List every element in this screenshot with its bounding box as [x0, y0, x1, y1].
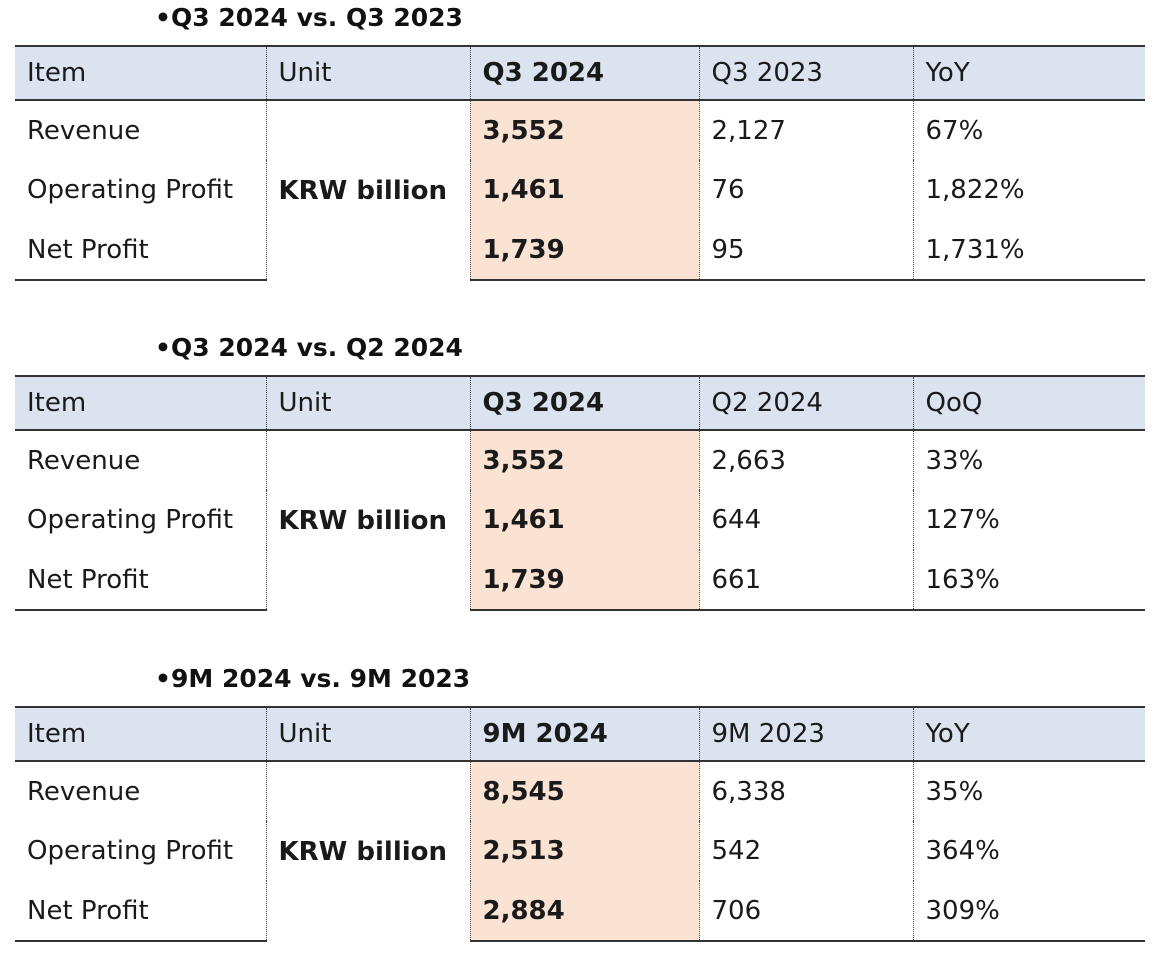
- previous-value: 644: [698, 490, 913, 550]
- previous-value: 661: [698, 550, 913, 611]
- header-unit: Unit: [265, 706, 470, 762]
- table-row: Revenue KRW billion 3,552 2,663 33%: [15, 430, 1145, 610]
- row-item: Revenue: [27, 776, 141, 807]
- section-title: •9M 2024 vs. 9M 2023: [155, 661, 470, 697]
- header-item: Item: [15, 706, 266, 762]
- section-title: •Q3 2024 vs. Q2 2024: [155, 330, 463, 366]
- section-title: •Q3 2024 vs. Q3 2023: [155, 0, 463, 36]
- bullet-icon: •: [155, 3, 171, 32]
- change-value: 35%: [912, 761, 1145, 821]
- table-row: Operating Profit 1,461 644 127%: [15, 490, 1145, 550]
- section-title-text: Q3 2024 vs. Q3 2023: [170, 3, 463, 32]
- current-value: 2,513: [469, 821, 699, 881]
- current-value: 8,545: [469, 761, 699, 821]
- header-item: Item: [15, 375, 266, 431]
- row-item: Revenue: [27, 115, 141, 146]
- previous-value: 2,127: [698, 100, 913, 160]
- current-value: 1,461: [469, 490, 699, 550]
- previous-value: 542: [698, 821, 913, 881]
- current-value: 3,552: [469, 100, 699, 160]
- table-header-row: Item Unit 9M 2024 9M 2023 YoY: [15, 706, 1145, 762]
- financial-table: Item Unit 9M 2024 9M 2023 YoY Revenue KR…: [15, 706, 1145, 942]
- change-value: 163%: [912, 550, 1145, 611]
- bullet-icon: •: [155, 333, 171, 362]
- previous-value: 6,338: [698, 761, 913, 821]
- row-item: Net Profit: [15, 550, 266, 611]
- header-change: YoY: [912, 45, 1145, 101]
- row-item: Operating Profit: [27, 505, 234, 535]
- row-item: Operating Profit: [27, 175, 234, 205]
- change-value: 1,731%: [912, 220, 1145, 281]
- table-row: Operating Profit 2,513 542 364%: [15, 821, 1145, 881]
- row-item: Net Profit: [15, 881, 266, 942]
- previous-value: 95: [698, 220, 913, 281]
- change-value: 67%: [912, 100, 1145, 160]
- row-item: Net Profit: [15, 220, 266, 281]
- unit-cell: KRW billion: [265, 761, 470, 941]
- financial-table: Item Unit Q3 2024 Q2 2024 QoQ Revenue KR…: [15, 375, 1145, 611]
- section-title-text: Q3 2024 vs. Q2 2024: [170, 333, 463, 362]
- header-previous-period: Q3 2023: [698, 45, 913, 101]
- change-value: 364%: [912, 821, 1145, 881]
- header-current-period: 9M 2024: [469, 706, 699, 762]
- current-value: 1,461: [469, 160, 699, 220]
- table-row: Revenue KRW billion 3,552 2,127 67%: [15, 100, 1145, 280]
- current-value: 3,552: [469, 430, 699, 490]
- header-change: YoY: [912, 706, 1145, 762]
- change-value: 33%: [912, 430, 1145, 490]
- current-value: 1,739: [469, 220, 699, 281]
- table-header-row: Item Unit Q3 2024 Q3 2023 YoY: [15, 45, 1145, 101]
- header-previous-period: 9M 2023: [698, 706, 913, 762]
- table-row: Revenue KRW billion 8,545 6,338 35%: [15, 761, 1145, 941]
- unit-cell: KRW billion: [265, 430, 470, 610]
- previous-value: 76: [698, 160, 913, 220]
- header-unit: Unit: [265, 375, 470, 431]
- change-value: 127%: [912, 490, 1145, 550]
- header-current-period: Q3 2024: [469, 45, 699, 101]
- section-title-text: 9M 2024 vs. 9M 2023: [170, 664, 471, 693]
- table-row: Net Profit 1,739 661 163%: [15, 550, 1145, 611]
- table-row: Net Profit 2,884 706 309%: [15, 881, 1145, 942]
- current-value: 2,884: [469, 881, 699, 942]
- table-header-row: Item Unit Q3 2024 Q2 2024 QoQ: [15, 375, 1145, 431]
- row-item: Revenue: [27, 445, 141, 476]
- previous-value: 706: [698, 881, 913, 942]
- financial-table: Item Unit Q3 2024 Q3 2023 YoY Revenue KR…: [15, 45, 1145, 281]
- bullet-icon: •: [155, 664, 171, 693]
- header-change: QoQ: [912, 375, 1145, 431]
- header-current-period: Q3 2024: [469, 375, 699, 431]
- change-value: 1,822%: [912, 160, 1145, 220]
- table-row: Net Profit 1,739 95 1,731%: [15, 220, 1145, 281]
- current-value: 1,739: [469, 550, 699, 611]
- header-previous-period: Q2 2024: [698, 375, 913, 431]
- previous-value: 2,663: [698, 430, 913, 490]
- row-item: Operating Profit: [27, 836, 234, 866]
- unit-cell: KRW billion: [265, 100, 470, 280]
- header-unit: Unit: [265, 45, 470, 101]
- change-value: 309%: [912, 881, 1145, 942]
- table-row: Operating Profit 1,461 76 1,822%: [15, 160, 1145, 220]
- header-item: Item: [15, 45, 266, 101]
